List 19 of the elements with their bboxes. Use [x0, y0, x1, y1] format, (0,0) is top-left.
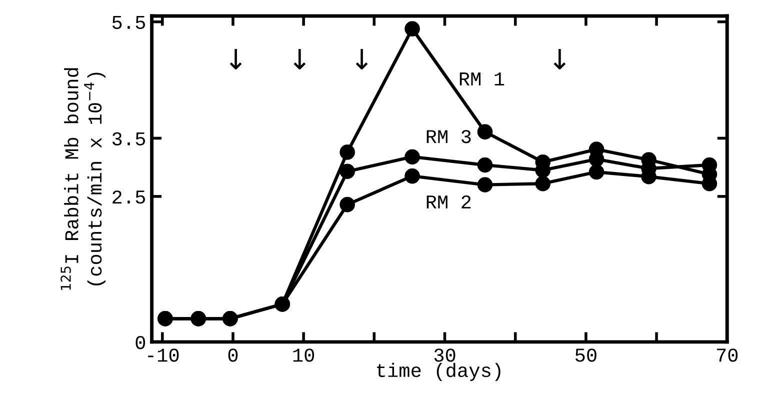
x-tick-label: 0 — [228, 348, 238, 362]
y-tick-label: 5.5 — [112, 16, 146, 30]
x-tick-label: -10 — [148, 348, 179, 362]
y-tick-label: 0 — [136, 336, 146, 350]
x-tick-label: 10 — [293, 348, 314, 362]
series-label: RM 2 — [426, 195, 471, 208]
x-axis-title: time (days) — [377, 362, 500, 381]
series-label: RM 1 — [460, 72, 504, 86]
series-label: RM 3 — [426, 130, 471, 144]
annotation: ↓ — [230, 49, 242, 70]
annotation: ↓ — [294, 49, 306, 70]
y-tick-label: 3.5 — [112, 132, 146, 146]
x-tick-label: 70 — [716, 348, 738, 362]
x-tick-label: 30 — [434, 348, 456, 362]
y-tick-label: 2.5 — [112, 190, 146, 204]
annotation: ↓ — [356, 49, 368, 70]
x-tick-label: 50 — [575, 348, 596, 362]
y-axis-title: $^{125}$I Rabbit Mb bound (counts/min x 10$^{−4}$) — [60, 68, 106, 290]
annotation: ↓ — [554, 49, 566, 70]
